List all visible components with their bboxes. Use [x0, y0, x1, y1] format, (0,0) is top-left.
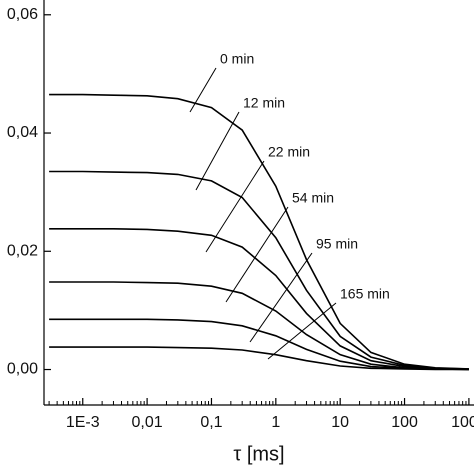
y-tick-label: 0,02	[7, 242, 38, 259]
leader-line	[225, 206, 289, 303]
x-tick-label: 1E-3	[66, 414, 100, 431]
series-label: 54 min	[292, 190, 334, 206]
leader-line	[189, 67, 217, 113]
x-tick-label: 0,01	[132, 414, 163, 431]
fit-curve	[49, 170, 469, 370]
fit-curve	[49, 228, 469, 371]
series-label: 0 min	[220, 51, 254, 67]
leader-line	[205, 160, 265, 253]
leader-line	[195, 111, 240, 191]
x-tick-label: 0,1	[200, 414, 222, 431]
leader-line	[267, 302, 337, 360]
y-tick-label: 0,00	[7, 361, 38, 378]
series-label: 12 min	[243, 95, 285, 111]
x-tick-label: 1	[271, 414, 280, 431]
x-tick-label: 10	[331, 414, 349, 431]
y-tick-label: 0,04	[7, 124, 38, 141]
series-label: 165 min	[340, 286, 390, 302]
series-label: 95 min	[316, 236, 358, 252]
x-tick-label: 100	[391, 414, 418, 431]
fit-curve	[49, 281, 469, 371]
leader-line	[249, 252, 313, 343]
y-tick-label: 0,06	[7, 6, 38, 23]
fit-curve	[49, 93, 469, 370]
series-label: 22 min	[268, 144, 310, 160]
x-axis-label: τ [ms]	[233, 443, 284, 465]
fit-curve	[49, 318, 469, 371]
fit-curve	[49, 346, 469, 371]
